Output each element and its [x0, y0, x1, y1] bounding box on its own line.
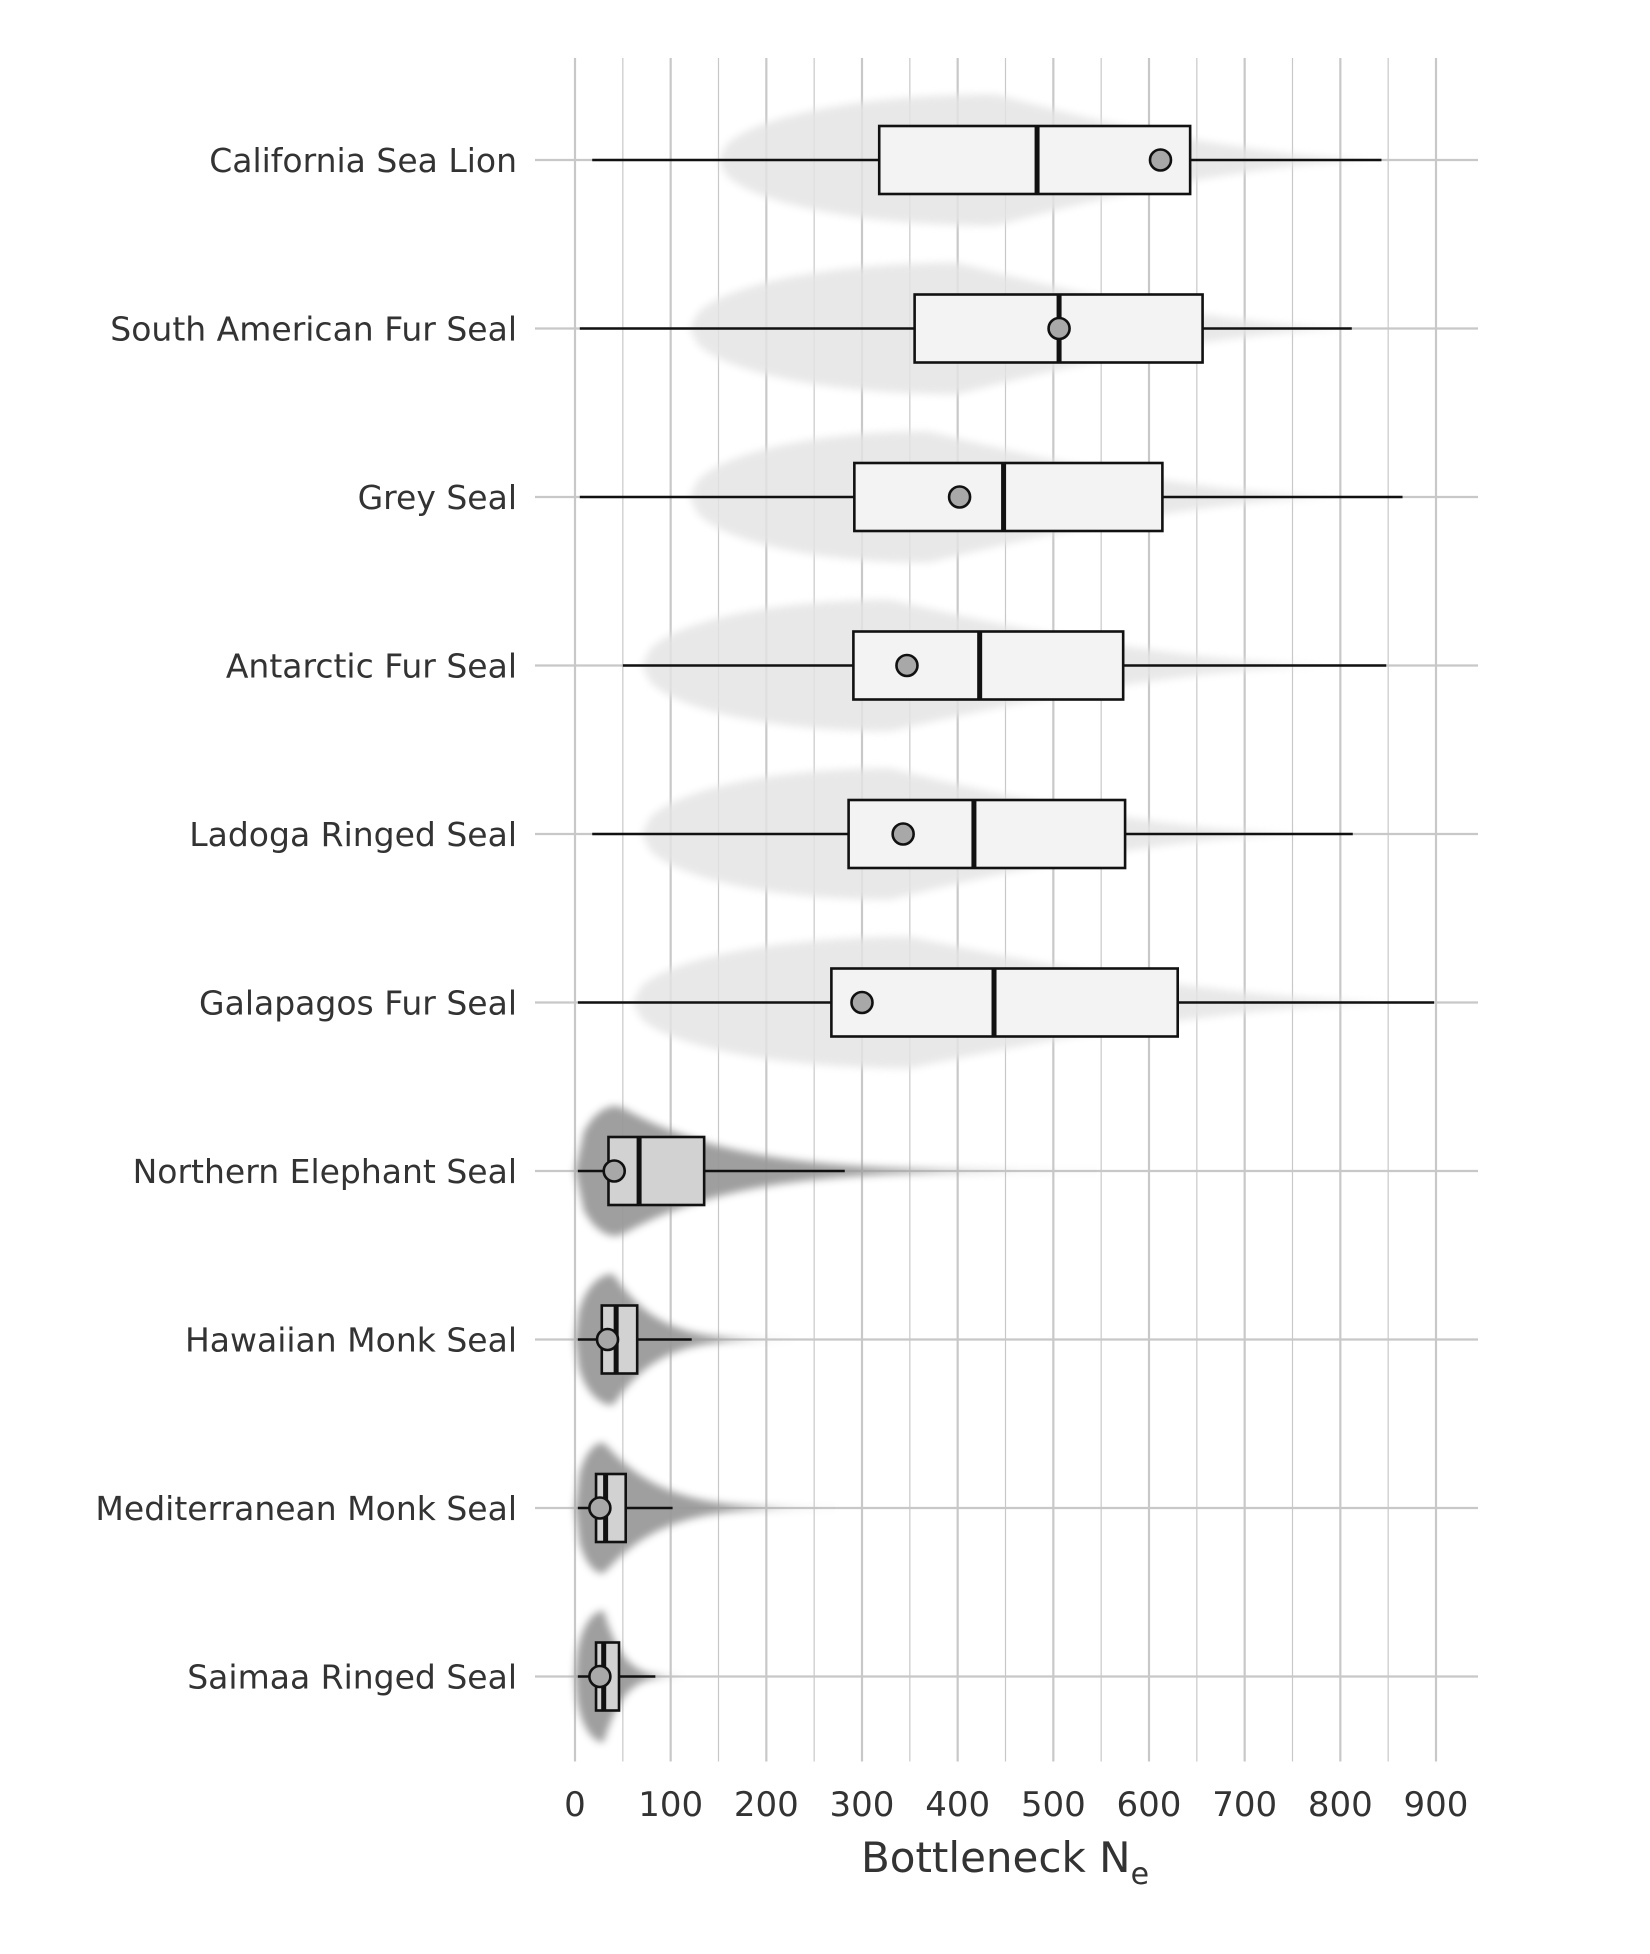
mean-point: [588, 1664, 612, 1689]
boxplot-galapagos-fur-seal: [577, 967, 1435, 1038]
x-axis-title-main: Bottleneck N: [861, 1833, 1131, 1882]
iqr-box: [847, 798, 1127, 870]
mean-point: [595, 1327, 620, 1352]
violin: [575, 1442, 939, 1574]
category-labels: California Sea Lion South American Fur Se…: [95, 141, 517, 1697]
x-axis-title-subscript: e: [1131, 1857, 1149, 1892]
mean-point: [602, 1159, 627, 1183]
x-tick-label: 700: [1212, 1785, 1277, 1825]
category-label: Antarctic Fur Seal: [226, 647, 517, 686]
category-label: South American Fur Seal: [110, 310, 517, 349]
category-label: Galapagos Fur Seal: [199, 984, 517, 1023]
boxplot-saimaa-ringed-seal: [577, 1641, 656, 1712]
boxplot-mediterranean-monk-seal: [577, 1472, 673, 1544]
x-tick-label: 200: [734, 1785, 799, 1825]
category-label: Grey Seal: [358, 478, 517, 517]
boxplot-ladoga-ringed-seal: [592, 798, 1353, 870]
mean-point: [1047, 316, 1071, 341]
mean-point: [895, 653, 919, 678]
iqr-box: [830, 967, 1179, 1038]
boxplot-grey-seal: [579, 461, 1403, 533]
boxplot-northern-elephant-seal: [577, 1135, 845, 1207]
x-tick-label: 500: [1021, 1785, 1086, 1825]
mean-point: [1148, 148, 1173, 172]
category-label: Hawaiian Monk Seal: [185, 1321, 517, 1360]
category-label: Northern Elephant Seal: [133, 1152, 517, 1191]
mean-point: [947, 485, 972, 509]
x-tick-label: 100: [638, 1785, 703, 1825]
iqr-box: [853, 461, 1164, 533]
boxplot-california-sea-lion: [592, 124, 1382, 196]
mean-point: [891, 822, 915, 846]
boxplot-south-american-fur-seal: [579, 293, 1352, 364]
box-layer: [577, 124, 1435, 1712]
boxplot-antarctic-fur-seal: [622, 630, 1387, 701]
x-tick-label: 400: [925, 1785, 990, 1825]
violin: [575, 1273, 872, 1406]
category-label: California Sea Lion: [209, 141, 517, 180]
x-tick-label: 0: [564, 1785, 586, 1825]
category-label: Ladoga Ringed Seal: [189, 815, 517, 854]
iqr-box: [852, 630, 1125, 701]
category-label: Saimaa Ringed Seal: [187, 1658, 517, 1697]
mean-point: [850, 990, 874, 1015]
x-tick-label: 900: [1404, 1785, 1469, 1825]
x-tick-label: 300: [830, 1785, 895, 1825]
violin: [575, 1106, 1303, 1236]
mean-point: [588, 1496, 612, 1520]
x-axis-title: Bottleneck Ne: [861, 1833, 1149, 1892]
x-tick-label: 800: [1308, 1785, 1373, 1825]
x-tick-label: 600: [1117, 1785, 1182, 1825]
category-label: Mediterranean Monk Seal: [95, 1489, 517, 1528]
boxplot-hawaiian-monk-seal: [577, 1304, 692, 1375]
x-axis-ticks: 0 100 200 300 400 500 600 700 800 900: [564, 1785, 1468, 1825]
